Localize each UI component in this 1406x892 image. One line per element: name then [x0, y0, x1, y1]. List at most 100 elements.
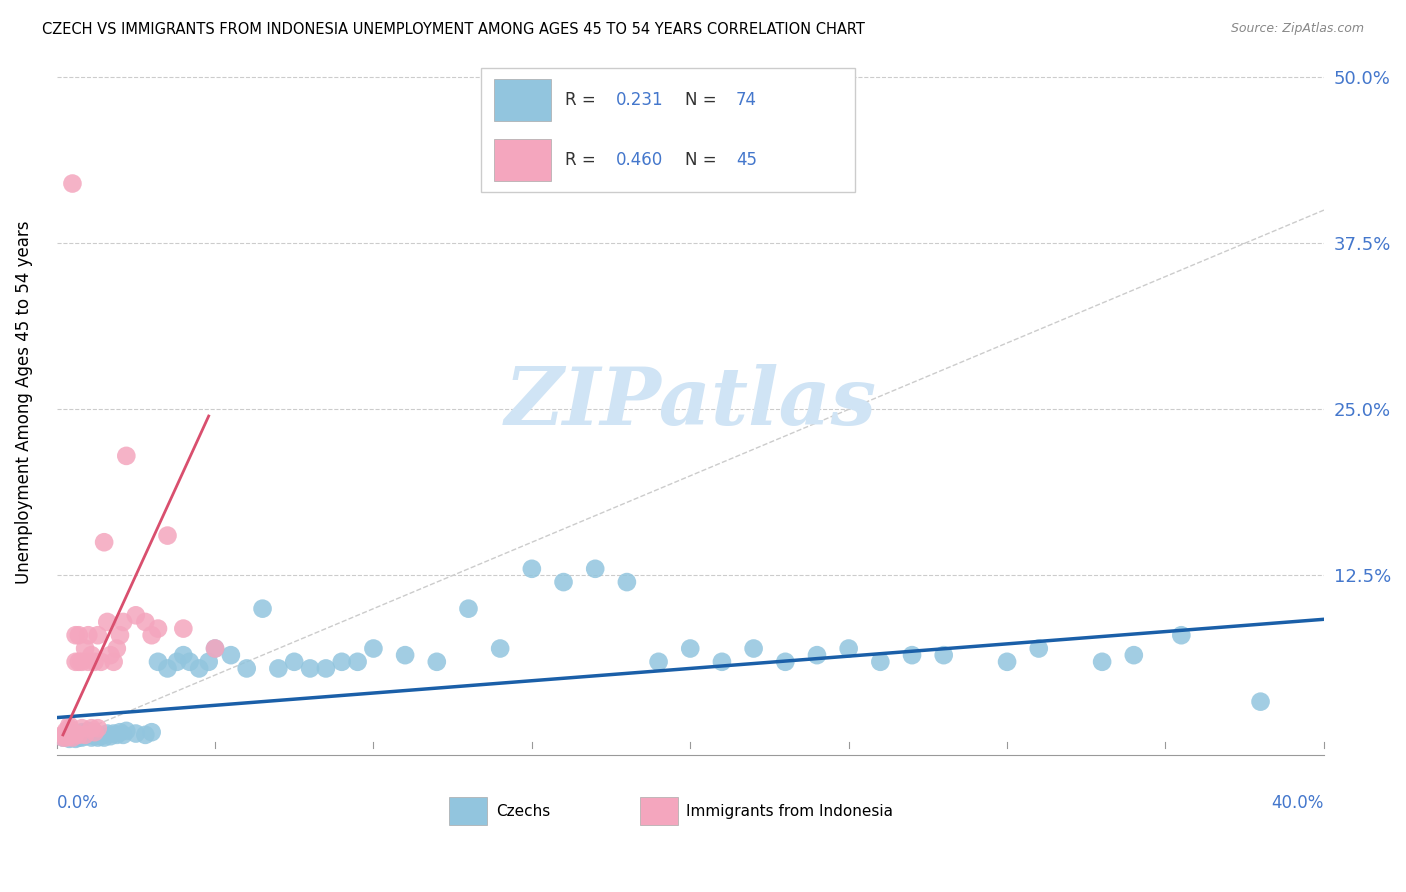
Point [96, 615, 118, 629]
Point [58, 728, 80, 742]
Text: R =: R = [565, 91, 600, 109]
Point [204, 641, 226, 656]
Point [65, 655, 87, 669]
Point [583, 562, 606, 576]
Point [616, 575, 638, 590]
Point [87, 728, 110, 742]
Point [995, 655, 1018, 669]
Point [87, 721, 110, 735]
Text: CZECH VS IMMIGRANTS FROM INDONESIA UNEMPLOYMENT AMONG AGES 45 TO 54 YEARS CORREL: CZECH VS IMMIGRANTS FROM INDONESIA UNEMP… [42, 22, 865, 37]
Y-axis label: Unemployment Among Ages 45 to 54 years: Unemployment Among Ages 45 to 54 years [15, 221, 32, 584]
Point [1170, 628, 1192, 642]
Point [67, 728, 90, 742]
Text: 0.231: 0.231 [616, 91, 664, 109]
Point [679, 641, 702, 656]
Point [58, 721, 80, 735]
Point [105, 641, 128, 656]
Point [55, 723, 77, 738]
Point [70, 655, 93, 669]
Point [75, 729, 97, 743]
Point [93, 535, 115, 549]
Point [141, 725, 163, 739]
Point [1250, 695, 1272, 709]
Bar [450, 797, 488, 825]
Point [103, 726, 125, 740]
Point [87, 731, 110, 745]
Point [55, 729, 77, 743]
Point [775, 655, 797, 669]
Bar [494, 78, 551, 121]
Point [204, 641, 226, 656]
Point [363, 641, 385, 656]
Text: 40.0%: 40.0% [1271, 794, 1324, 812]
Point [330, 655, 353, 669]
Point [96, 726, 118, 740]
Point [299, 661, 322, 675]
Text: 0.0%: 0.0% [56, 794, 98, 812]
Point [58, 718, 80, 732]
Point [267, 661, 290, 675]
Point [252, 601, 274, 615]
Point [125, 608, 148, 623]
Point [235, 661, 257, 675]
Text: 74: 74 [735, 91, 756, 109]
Text: N =: N = [685, 151, 723, 169]
Point [52, 731, 75, 745]
Point [172, 622, 194, 636]
Point [80, 721, 103, 735]
Point [65, 731, 87, 746]
Point [489, 641, 512, 656]
Point [146, 655, 169, 669]
Point [80, 731, 103, 745]
Point [70, 721, 93, 735]
Point [83, 725, 105, 739]
Point [62, 731, 84, 745]
Point [146, 622, 169, 636]
Point [869, 655, 891, 669]
Point [77, 728, 100, 742]
Point [179, 655, 201, 669]
Bar [494, 138, 551, 181]
Point [65, 628, 87, 642]
Point [115, 723, 138, 738]
Text: N =: N = [685, 91, 723, 109]
Point [166, 655, 188, 669]
Point [67, 728, 90, 742]
Point [83, 655, 105, 669]
Point [901, 648, 924, 662]
Point [62, 725, 84, 739]
Text: R =: R = [565, 151, 600, 169]
Point [67, 628, 90, 642]
Point [83, 725, 105, 739]
Point [75, 641, 97, 656]
Point [67, 655, 90, 669]
Point [394, 648, 416, 662]
Point [52, 728, 75, 742]
Point [1028, 641, 1050, 656]
FancyBboxPatch shape [481, 69, 855, 192]
Text: Czechs: Czechs [496, 804, 551, 819]
Point [103, 655, 125, 669]
Point [108, 628, 131, 642]
Point [156, 528, 179, 542]
Point [80, 648, 103, 662]
Point [67, 731, 90, 745]
Point [197, 655, 219, 669]
Point [134, 728, 156, 742]
Point [283, 655, 305, 669]
Point [838, 641, 860, 656]
Point [83, 729, 105, 743]
Point [172, 648, 194, 662]
Point [141, 628, 163, 642]
Point [426, 655, 449, 669]
Point [115, 449, 138, 463]
Point [112, 728, 135, 742]
Point [70, 725, 93, 739]
Point [58, 729, 80, 743]
Point [219, 648, 242, 662]
Text: 0.460: 0.460 [616, 151, 662, 169]
Point [77, 655, 100, 669]
Point [93, 731, 115, 745]
Point [100, 648, 122, 662]
Bar [640, 797, 678, 825]
